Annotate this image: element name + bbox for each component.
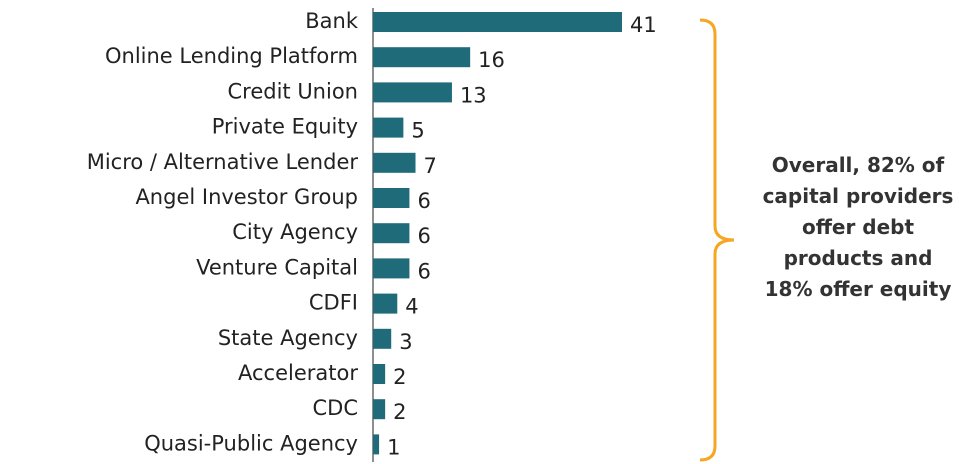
category-label: CDFI bbox=[309, 291, 358, 315]
value-label: 3 bbox=[399, 330, 412, 354]
value-label: 6 bbox=[417, 189, 430, 213]
bar bbox=[373, 12, 622, 32]
bar bbox=[373, 117, 404, 138]
category-label: State Agency bbox=[218, 326, 358, 350]
category-label: Venture Capital bbox=[196, 255, 358, 279]
bar bbox=[373, 223, 410, 244]
bar bbox=[373, 82, 452, 103]
bar bbox=[373, 258, 410, 279]
value-label: 6 bbox=[417, 224, 430, 248]
bar bbox=[373, 47, 471, 68]
bar bbox=[373, 293, 398, 314]
value-label: 2 bbox=[393, 400, 406, 424]
bar bbox=[373, 188, 410, 208]
category-label: City Agency bbox=[232, 220, 358, 244]
value-label: 4 bbox=[405, 295, 418, 319]
category-label: Bank bbox=[305, 9, 359, 33]
category-label: Online Lending Platform bbox=[105, 44, 358, 68]
value-label: 16 bbox=[478, 48, 505, 72]
category-label: Angel Investor Group bbox=[135, 185, 358, 209]
bar bbox=[373, 434, 380, 455]
bar bbox=[373, 399, 386, 420]
bracket bbox=[699, 18, 735, 462]
value-label: 13 bbox=[460, 83, 487, 107]
bar bbox=[373, 152, 416, 173]
category-label: Quasi-Public Agency bbox=[144, 431, 358, 455]
bar bbox=[373, 328, 392, 349]
value-label: 5 bbox=[411, 119, 424, 143]
value-label: 2 bbox=[393, 365, 406, 389]
category-label: Credit Union bbox=[227, 79, 358, 103]
annotation: Overall, 82% of capital providers offer … bbox=[762, 153, 954, 301]
category-label: Accelerator bbox=[238, 361, 358, 385]
bar bbox=[373, 364, 386, 384]
value-label: 6 bbox=[417, 259, 430, 283]
category-label: Micro / Alternative Lender bbox=[87, 150, 359, 174]
value-label: 41 bbox=[630, 13, 657, 37]
value-label: 7 bbox=[424, 154, 437, 178]
category-label: Private Equity bbox=[212, 115, 358, 139]
category-label: CDC bbox=[313, 396, 359, 420]
value-label: 1 bbox=[387, 435, 400, 459]
